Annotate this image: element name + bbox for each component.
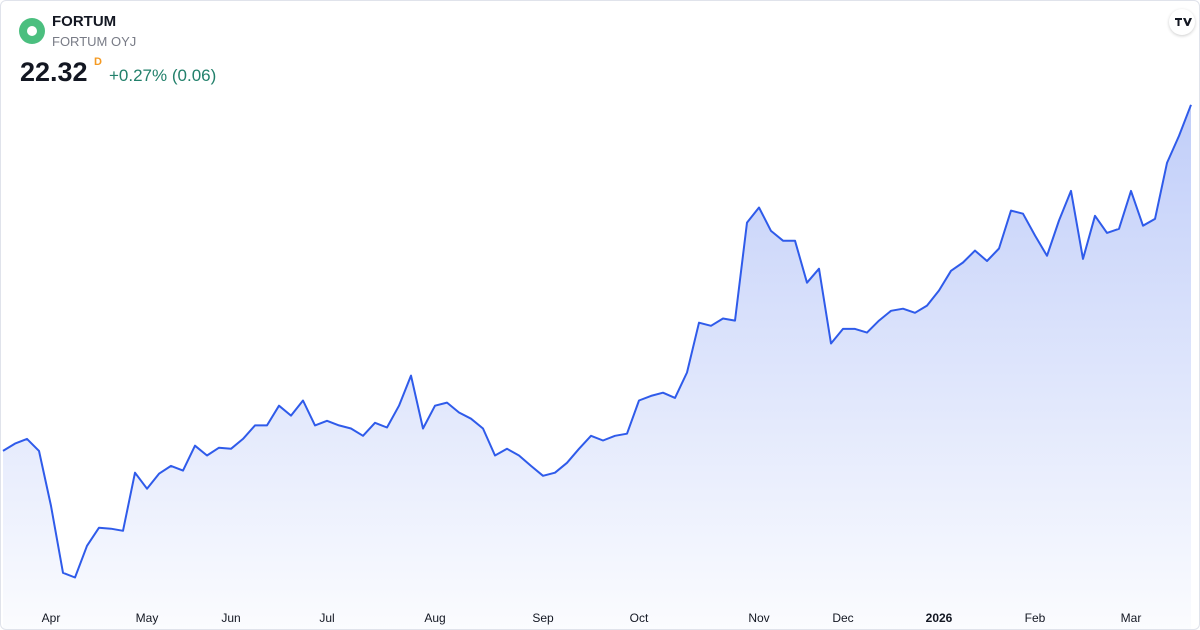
- x-tick-label: Jun: [221, 611, 240, 625]
- x-tick-label: Feb: [1025, 611, 1046, 625]
- x-tick-label: Nov: [748, 611, 769, 625]
- x-tick-label: Oct: [630, 611, 649, 625]
- x-tick-label: May: [136, 611, 159, 625]
- x-tick-label: Aug: [424, 611, 445, 625]
- price-flag: D: [94, 56, 102, 68]
- price-change: +0.27% (0.06): [109, 66, 217, 85]
- area-fill: [3, 104, 1191, 629]
- x-tick-label: Dec: [832, 611, 853, 625]
- brand-logo[interactable]: [1169, 9, 1195, 35]
- logo: [19, 18, 45, 44]
- company-name: FORTUM OYJ: [52, 34, 137, 49]
- price: 22.32: [20, 57, 88, 87]
- x-tick-label: Mar: [1121, 611, 1142, 625]
- symbol: FORTUM: [52, 13, 117, 30]
- x-tick-label: Sep: [532, 611, 554, 625]
- x-tick-label: Jul: [319, 611, 334, 625]
- x-tick-label: Apr: [42, 611, 61, 625]
- x-tick-label: 2026: [926, 611, 953, 625]
- price-line: [2, 104, 1192, 579]
- brand-icon: [1175, 18, 1192, 26]
